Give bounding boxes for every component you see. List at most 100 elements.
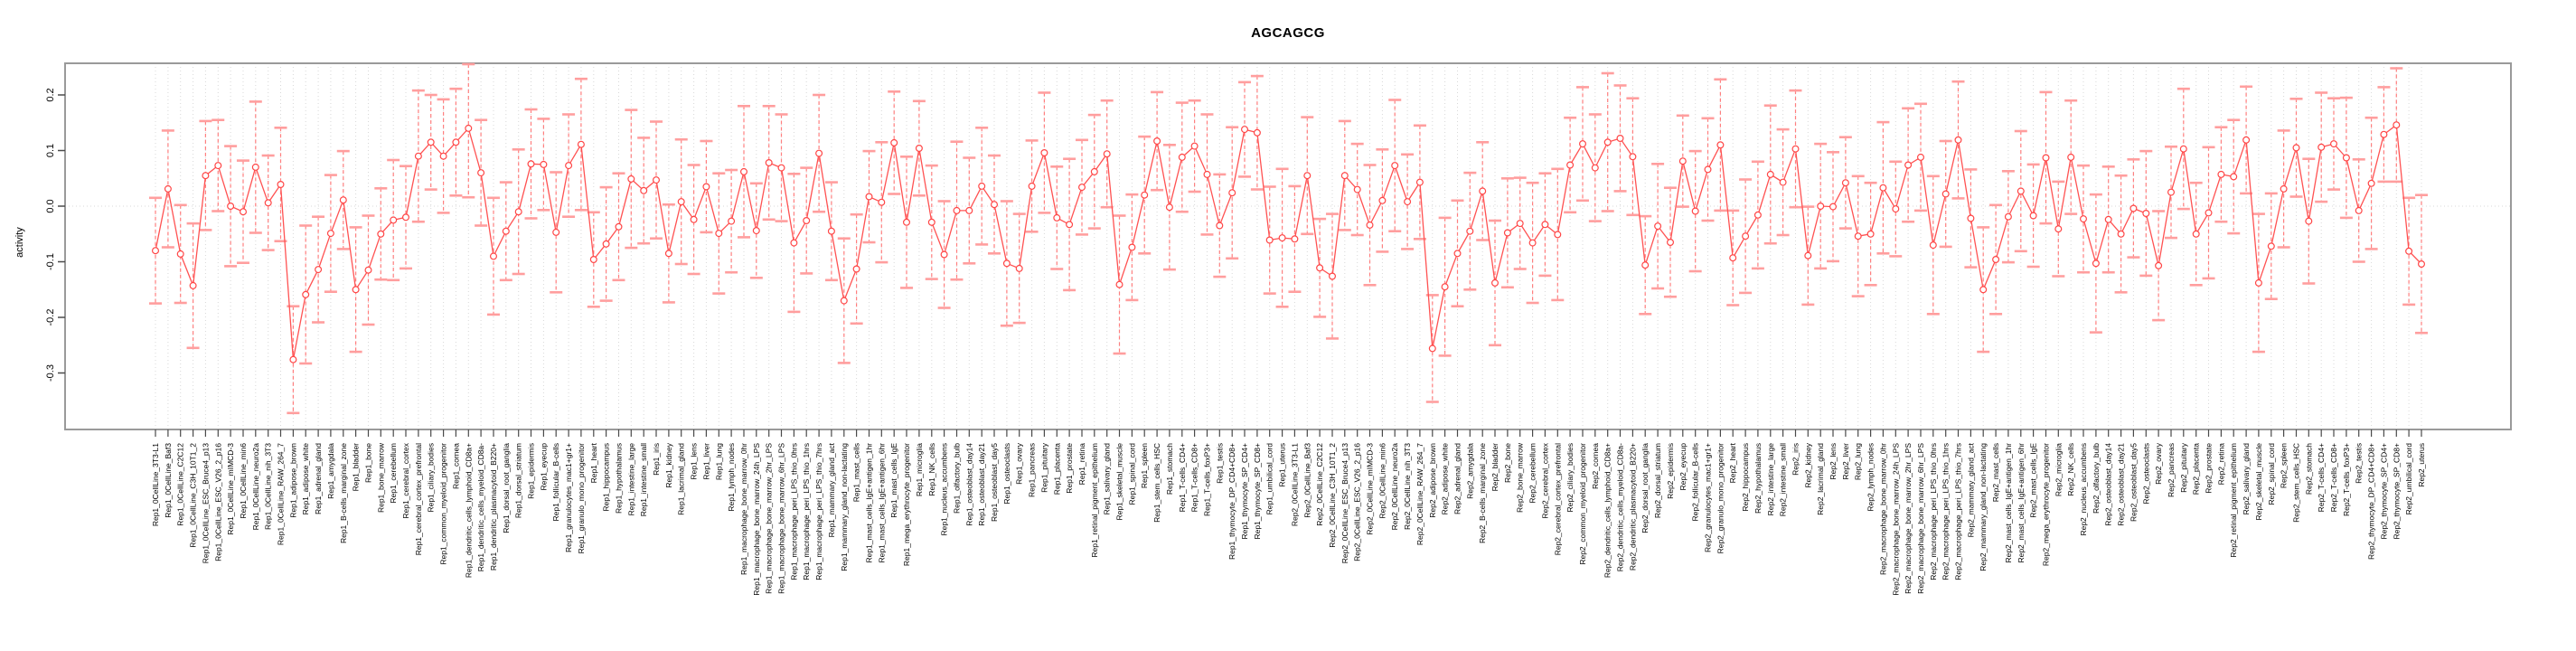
x-tick-label: Rep2_pituitary — [2179, 442, 2188, 493]
x-tick-label: Rep1_microglia — [915, 443, 924, 496]
x-tick-label: Rep1_macrophage_peri_LPS_thio_1hrs — [802, 443, 811, 580]
x-tick-label: Rep2_umbilical_cord — [2404, 443, 2413, 515]
data-point — [364, 266, 372, 274]
x-tick-label: Rep2_mast_cells — [1991, 443, 2000, 502]
y-tick-label: 0.1 — [45, 144, 56, 157]
data-point — [2292, 144, 2300, 152]
data-point — [840, 297, 848, 305]
x-tick-label: Rep2_testis — [2355, 443, 2364, 484]
x-tick-label: Rep1_follicular_B-cells — [551, 443, 560, 521]
data-point — [1716, 141, 1725, 149]
x-tick-label: Rep2_0CellLine_mIMCD-3 — [1366, 443, 1375, 535]
data-point — [1992, 256, 2000, 264]
x-tick-label: Rep2_kidney — [1803, 442, 1812, 487]
data-point — [1516, 220, 1524, 228]
x-tick-label: Rep2_bone_marrow — [1516, 442, 1525, 513]
data-point — [1603, 138, 1612, 146]
x-tick-label: Rep1_lacrimal_gland — [677, 443, 686, 515]
x-tick-label: Rep2_dendritic_plasmacytoid_B220+ — [1628, 443, 1637, 571]
data-point — [1804, 251, 1812, 259]
data-point — [2117, 230, 2125, 238]
data-point — [1704, 165, 1712, 174]
data-point — [1366, 221, 1374, 229]
data-point — [1479, 187, 1487, 195]
x-tick-label: Rep2_bladder — [1490, 443, 1500, 492]
x-tick-label: Rep2_ciliary_bodies — [1565, 443, 1575, 513]
data-point — [2017, 187, 2025, 195]
data-point — [189, 281, 197, 289]
data-point — [289, 355, 297, 363]
data-point — [1791, 145, 1800, 153]
x-tick-label: Rep2_mega_erythrocyte_progenitor — [2042, 443, 2051, 566]
x-tick-label: Rep2_intestine_large — [1766, 443, 1775, 516]
data-point — [1879, 184, 1887, 192]
data-point — [803, 217, 811, 225]
data-point — [1691, 207, 1699, 215]
x-tick-label: Rep1_T-cells_CD4+ — [1178, 443, 1187, 512]
data-point — [2380, 130, 2388, 138]
data-point — [1103, 150, 1111, 158]
x-tick-label: Rep1_heart — [589, 442, 598, 483]
x-tick-label: Rep2_bone — [1503, 443, 1512, 483]
x-tick-label: Rep1_0CellLine_C2C12 — [176, 443, 185, 526]
x-tick-label: Rep1_dendritic_cells_myeloid_CD8a- — [476, 443, 485, 571]
x-tick-label: Rep2_cornea — [1591, 443, 1600, 489]
y-tick-label: -0.3 — [45, 364, 56, 382]
x-tick-label: Rep1_adrenal_gland — [314, 443, 323, 514]
x-tick-label: Rep1_spinal_cord — [1127, 443, 1136, 505]
x-tick-label: Rep1_mast_cells_IgE+antigen_1hr — [865, 443, 874, 563]
data-point — [1165, 203, 1173, 212]
x-tick-label: Rep1_iris — [652, 443, 661, 476]
x-tick-label: Rep2_dendritic_cells_myeloid_CD8a- — [1616, 443, 1625, 571]
data-point — [2179, 145, 2187, 153]
chart-title: AGCAGCG — [1251, 25, 1325, 41]
x-tick-label: Rep2_B-cells_marginal_zone — [1478, 443, 1487, 543]
x-tick-label: Rep1_nucleus_accumbens — [940, 443, 949, 536]
x-tick-label: Rep1_adipose_white — [301, 443, 310, 515]
data-point — [940, 250, 948, 259]
x-tick-label: Rep2_adipose_white — [1441, 443, 1450, 515]
data-point — [2280, 184, 2288, 193]
x-tick-label: Rep2_follicular_B-cells — [1691, 443, 1700, 521]
x-tick-label: Rep1_liver — [701, 443, 710, 480]
data-point — [1404, 198, 1412, 206]
x-tick-label: Rep1_hippocampus — [602, 443, 611, 512]
x-tick-label: Rep2_intestine_small — [1779, 443, 1788, 516]
data-point — [502, 227, 510, 235]
x-tick-label: Rep1_0CellLine_C3H_10T1_2 — [189, 443, 198, 548]
x-tick-label: Rep1_thymocyte_SP_CD4+ — [1240, 443, 1249, 540]
x-tick-label: Rep1_stomach — [1165, 443, 1174, 495]
data-point — [1141, 191, 1149, 199]
data-point — [1578, 140, 1586, 148]
x-tick-label: Rep2_salivary_gland — [2242, 443, 2251, 515]
data-point — [439, 152, 447, 160]
data-point — [1303, 172, 1312, 180]
data-point — [152, 247, 160, 255]
data-point — [827, 227, 835, 235]
x-tick-label: Rep2_osteoblast_day21 — [2117, 443, 2126, 526]
x-tick-label: Rep2_0CellLine_RAW_264_7 — [1415, 443, 1424, 545]
data-point — [2004, 212, 2012, 221]
x-tick-label: Rep2_osteoclasts — [2141, 443, 2150, 505]
data-point — [1616, 135, 1624, 143]
data-point — [2317, 143, 2326, 151]
x-tick-label: Rep2_NK_cells — [2066, 443, 2075, 496]
data-point — [2217, 170, 2225, 178]
x-tick-label: Rep1_ciliary_bodies — [427, 443, 436, 513]
x-tick-label: Rep2_liver — [1841, 443, 1850, 480]
x-tick-label: Rep2_placenta — [2192, 443, 2201, 495]
data-point — [1391, 162, 1399, 170]
data-point — [664, 250, 672, 258]
x-tick-label: Rep1_macrophage_bone_marrow_2hr_LPS — [765, 443, 774, 594]
data-point — [752, 227, 760, 235]
data-point — [264, 199, 272, 207]
data-point — [1265, 236, 1274, 244]
x-tick-label: Rep2_0CellLine_Baf3 — [1302, 443, 1312, 518]
x-tick-label: Rep2_mammary_gland_non-lactating — [1979, 443, 1988, 571]
data-point — [1015, 264, 1023, 272]
data-point — [2242, 136, 2251, 144]
x-tick-label: Rep1_mammary_gland_non-lactating — [840, 443, 849, 571]
data-point — [1240, 126, 1248, 134]
data-point — [1654, 222, 1662, 231]
